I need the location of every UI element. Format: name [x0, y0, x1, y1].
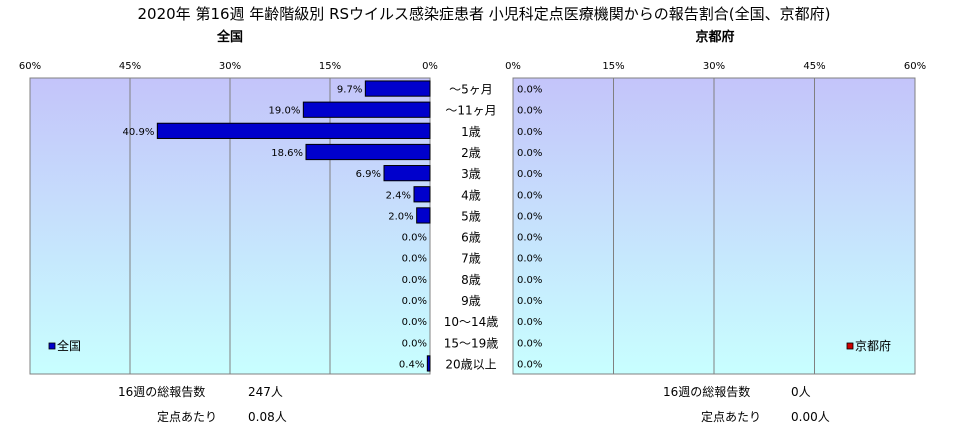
left-data-label: 2.4%: [386, 190, 411, 201]
left-bar: [156, 122, 431, 139]
right-data-label: 0.0%: [517, 148, 542, 159]
category-label: 9歳: [461, 294, 481, 308]
right-data-label: 0.0%: [517, 85, 542, 96]
category-label: ～11ヶ月: [445, 104, 496, 118]
left-data-label: 0.4%: [399, 359, 424, 370]
category-label: 3歳: [461, 167, 481, 181]
legend-swatch-zenkoku: [48, 342, 56, 350]
left-x-tick-label: 15%: [319, 61, 341, 72]
left-x-tick-label: 60%: [19, 61, 41, 72]
right-data-label: 0.0%: [517, 127, 542, 138]
kyoto-per-value: 0.00人: [791, 410, 830, 424]
right-data-label: 0.0%: [517, 275, 542, 286]
category-label: 1歳: [461, 125, 481, 139]
zenkoku-total-value: 247人: [248, 385, 283, 399]
right-x-tick-label: 15%: [602, 61, 624, 72]
left-bar: [416, 207, 431, 224]
right-data-label: 0.0%: [517, 211, 542, 222]
chart-title: 2020年 第16週 年齢階級別 RSウイルス感染症患者 小児科定点医療機関から…: [138, 5, 831, 23]
right-data-label: 0.0%: [517, 190, 542, 201]
category-label: 5歳: [461, 209, 481, 223]
left-bar: [383, 165, 431, 182]
legend-kyoto: 京都府: [846, 338, 891, 353]
right-x-tick-label: 60%: [904, 61, 926, 72]
right-data-label: 0.0%: [517, 317, 542, 328]
left-data-label: 0.0%: [402, 317, 427, 328]
legend-label-kyoto: 京都府: [855, 338, 891, 353]
left-data-label: 6.9%: [356, 169, 381, 180]
left-x-tick-label: 0%: [422, 61, 438, 72]
left-data-label: 0.0%: [402, 233, 427, 244]
right-data-label: 0.0%: [517, 169, 542, 180]
right-data-label: 0.0%: [517, 106, 542, 117]
right-data-label: 0.0%: [517, 254, 542, 265]
left-data-label: 0.0%: [402, 338, 427, 349]
left-data-label: 0.0%: [402, 275, 427, 286]
category-label: 7歳: [461, 252, 481, 266]
left-bar: [413, 186, 431, 203]
right-data-label: 0.0%: [517, 338, 542, 349]
legend-swatch-kyoto: [846, 342, 854, 350]
legend-label-zenkoku: 全国: [57, 338, 81, 353]
left-data-label: 9.7%: [337, 85, 362, 96]
left-data-label: 2.0%: [388, 211, 413, 222]
left-bar: [305, 143, 431, 161]
right-data-label: 0.0%: [517, 359, 542, 370]
right-subtitle: 京都府: [695, 29, 734, 45]
category-label: 20歳以上: [445, 357, 496, 371]
left-data-label: 18.6%: [271, 148, 303, 159]
right-x-tick-label: 0%: [505, 61, 521, 72]
left-subtitle: 全国: [216, 29, 243, 45]
left-data-label: 40.9%: [123, 127, 155, 138]
right-data-label: 0.0%: [517, 233, 542, 244]
left-x-tick-label: 30%: [219, 61, 241, 72]
left-data-label: 0.0%: [402, 254, 427, 265]
kyoto-per-label: 定点あたり: [701, 409, 761, 424]
category-label: 2歳: [461, 146, 481, 160]
category-label: 4歳: [461, 188, 481, 202]
legend-zenkoku: 全国: [48, 338, 81, 353]
right-x-tick-label: 45%: [803, 61, 825, 72]
zenkoku-per-label: 定点あたり: [157, 409, 217, 424]
category-label: ～5ヶ月: [449, 83, 493, 97]
category-label: 6歳: [461, 231, 481, 245]
left-data-label: 19.0%: [269, 106, 301, 117]
kyoto-total-label: 16週の総報告数: [663, 384, 750, 399]
right-data-label: 0.0%: [517, 296, 542, 307]
category-label: 15～19歳: [444, 336, 499, 350]
left-bar: [302, 101, 431, 118]
category-label: 10～14歳: [444, 315, 499, 329]
category-label: 8歳: [461, 273, 481, 287]
left-bar: [426, 355, 431, 372]
zenkoku-total-label: 16週の総報告数: [118, 384, 205, 399]
left-x-tick-label: 45%: [119, 61, 141, 72]
zenkoku-per-value: 0.08人: [248, 410, 287, 424]
right-x-tick-label: 30%: [703, 61, 725, 72]
left-bar: [364, 80, 431, 97]
kyoto-total-value: 0人: [791, 385, 811, 399]
left-data-label: 0.0%: [402, 296, 427, 307]
